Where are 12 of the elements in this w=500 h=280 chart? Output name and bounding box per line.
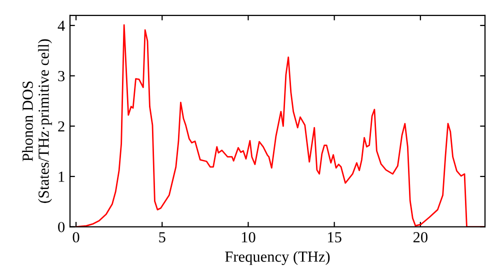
y-tick-label: 1 [58, 172, 64, 182]
y-tick-label: 0 [58, 222, 65, 232]
y-axis-title: Phonon DOS (States/THz·primitive cell) [22, 39, 52, 203]
y-tick-label: 2 [58, 121, 64, 132]
x-tick-label: 10 [242, 232, 256, 242]
x-tick-label: 5 [159, 232, 166, 242]
x-tick-label: 20 [413, 232, 428, 242]
x-axis-title: Frequency (THz) [225, 251, 330, 265]
x-tick-label: 15 [328, 232, 342, 242]
y-tick-label: 3 [58, 70, 65, 82]
x-tick-label: 0 [72, 232, 80, 242]
y-tick-label: 4 [58, 20, 65, 31]
